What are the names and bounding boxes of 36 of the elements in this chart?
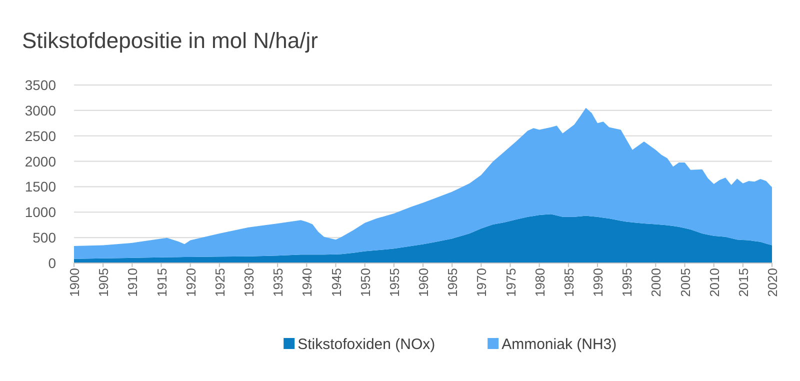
x-tick-label: 1985 (561, 268, 576, 297)
legend-label: Stikstofoxiden (NOx) (298, 336, 436, 353)
y-tick-label: 1500 (24, 178, 56, 195)
x-tick-label: 1915 (154, 268, 170, 297)
x-tick-label: 2020 (765, 268, 780, 297)
x-tick-label: 2010 (706, 268, 722, 297)
x-tick-label: 1935 (270, 268, 286, 297)
x-tick-label: 1905 (96, 268, 112, 297)
y-tick-label: 0 (48, 255, 56, 271)
x-tick-label: 1945 (328, 268, 344, 297)
y-tick-label: 2500 (24, 128, 56, 144)
y-tick-label: 1000 (24, 204, 56, 220)
x-tick-label: 1960 (416, 268, 431, 297)
x-tick-label: 1975 (503, 268, 518, 297)
y-tick-label: 500 (32, 230, 56, 246)
x-tick-label: 1955 (386, 268, 402, 297)
chart-title: Stikstofdepositie in mol N/ha/jr (22, 28, 318, 53)
legend-label: Ammoniak (NH3) (502, 336, 617, 353)
x-tick-label: 1940 (300, 268, 315, 297)
y-tick-label: 3500 (24, 77, 56, 93)
y-tick-label: 2000 (24, 153, 56, 170)
y-tick-label: 3000 (24, 102, 56, 118)
x-tick-label: 1925 (212, 268, 228, 297)
x-tick-label: 1950 (358, 268, 373, 297)
x-tick-label: 2005 (678, 268, 693, 297)
x-tick-label: 1980 (532, 268, 548, 297)
x-tick-label: 2000 (648, 268, 664, 297)
x-tick-label: 1910 (125, 268, 140, 297)
x-tick-label: 1990 (590, 268, 606, 297)
x-tick-label: 1920 (183, 268, 198, 297)
x-tick-label: 2015 (736, 268, 751, 297)
x-tick-label: 1930 (242, 268, 256, 297)
x-tick-label: 1995 (620, 268, 635, 297)
x-tick-label: 1970 (474, 268, 490, 297)
x-tick-label: 1900 (67, 268, 82, 297)
x-tick-label: 1965 (445, 268, 460, 297)
